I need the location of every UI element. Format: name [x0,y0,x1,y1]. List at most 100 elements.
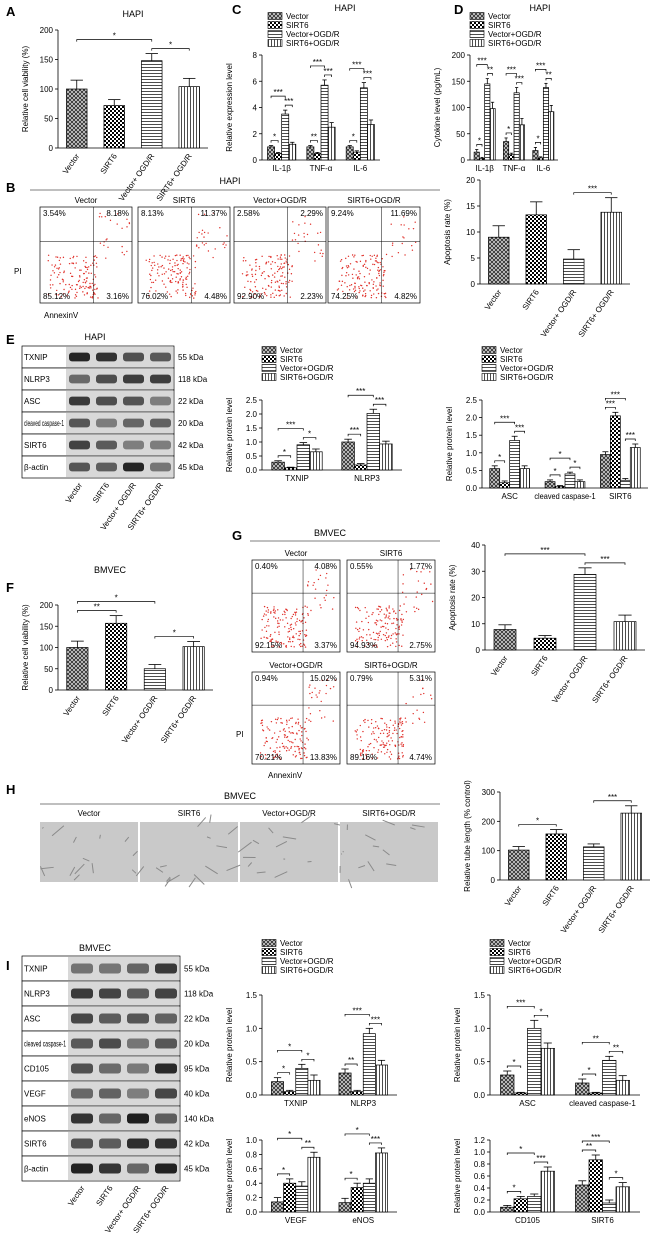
cell-dot [310,720,312,723]
cell-dot [281,289,283,292]
cell-dot [121,251,123,254]
cell-dot [223,242,225,244]
significance-bracket [349,68,365,71]
cell-dot [384,622,387,625]
cell-dot [290,747,292,749]
cell-dot [386,623,389,625]
cell-dot [90,287,92,289]
cell-dot [305,730,307,733]
cell-dot [378,272,380,275]
bar [296,444,310,471]
cell-dot [346,267,349,269]
cell-dot [280,254,282,256]
cell-dot [179,272,182,274]
cell-dot [307,585,309,587]
cell-dot [300,757,302,760]
band [150,418,171,428]
cell-dot [188,273,190,275]
band [99,963,121,974]
cell-dot [381,729,383,732]
image-label: Vector+OGD/R [262,809,316,818]
cell-dot [278,625,280,628]
cell-dot [79,285,81,287]
bar [352,151,361,161]
cell-dot [292,742,294,744]
cell-dot [314,260,316,262]
cell-dot [169,262,171,265]
y-axis-label: Relative protein level [225,398,234,472]
error-bar [341,1197,349,1203]
bar [345,146,354,161]
cell-dot [276,738,278,741]
cell-dot [366,284,368,287]
cell-dot [169,280,171,283]
cell-dot [277,622,279,624]
cell-dot [285,286,288,288]
x-tick-label: SIRT6 [591,1216,614,1225]
legend-label: SIRT6+OGD/R [286,39,340,48]
cell-dot [311,691,313,694]
cell-dot [158,266,160,268]
cell-dot [385,627,387,629]
cell-dot [254,273,257,276]
cell-dot [182,262,184,265]
cell-dot [289,740,291,743]
error-bar [578,567,592,575]
cell-dot [94,293,96,295]
bar [362,1033,376,1096]
cell-dot [265,630,268,633]
cell-dot [387,628,389,631]
cell-dot [251,268,253,270]
cell-dot [285,281,287,283]
cell-dot [254,293,256,295]
error-bar [329,122,334,128]
error-bar [512,846,525,851]
cell-dot [72,256,74,259]
cell-dot [58,274,60,276]
cell-dot [77,280,80,283]
cell-dot [401,242,403,245]
cell-dot [333,597,335,599]
cell-dot [400,619,402,621]
cell-dot [402,574,405,576]
bar [588,1092,603,1096]
cell-dot [412,227,415,230]
cell-dot [412,696,414,698]
cell-dot [145,259,147,261]
cell-dot [56,289,58,292]
significance-bracket [344,1063,358,1066]
cell-dot [400,743,402,745]
cell-dot [377,636,379,639]
cell-dot [382,275,385,277]
bar [103,105,125,149]
quadrant-label: 3.37% [314,641,337,650]
cell-dot [289,624,292,626]
cell-dot [383,273,385,276]
cell-dots [259,679,337,760]
cell-dot [212,212,215,214]
micrograph [240,822,338,882]
cell-dot [362,637,364,639]
blot-background [68,1007,179,1030]
bar [309,451,323,471]
legend-swatch [469,30,485,38]
error-bar [516,1196,525,1199]
cell-dot [304,605,306,607]
error-bar [312,448,320,452]
significance-bracket [372,403,387,407]
cell-dot [272,609,275,612]
cell-dot [359,748,362,751]
band [127,1088,149,1099]
cell-dot [278,295,280,297]
band [69,352,90,362]
error-bar [353,1182,361,1188]
quadrant-label: 1.77% [409,562,432,571]
cell-dot [395,627,397,630]
bar [66,88,88,149]
cell-dot [87,286,90,289]
cell-dot [287,631,289,633]
cell-dot [392,608,394,610]
cell-dot [355,296,357,298]
cell-dot [276,641,278,644]
cell-dot [303,728,306,730]
